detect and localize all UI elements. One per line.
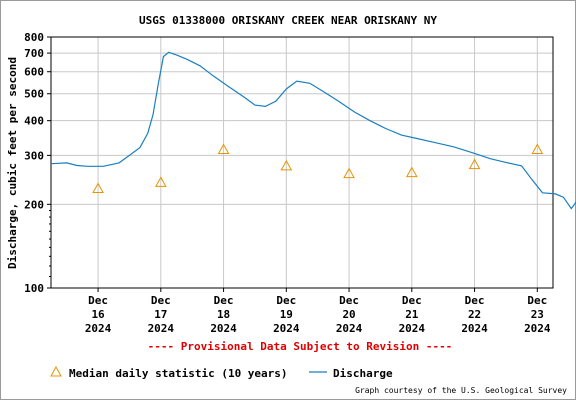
x-tick-label-23-0: Dec <box>527 294 547 307</box>
y-tick-label-400: 400 <box>24 115 44 128</box>
x-tick-label-19-0: Dec <box>276 294 296 307</box>
x-tick-label-23-2: 2024 <box>524 322 551 335</box>
x-tick-label-16-2: 2024 <box>85 322 112 335</box>
y-tick-label-800: 800 <box>24 31 44 44</box>
legend-median-triangle-icon <box>50 365 62 377</box>
median-marker <box>280 159 293 171</box>
x-tick-label-17-2: 2024 <box>148 322 175 335</box>
median-markers <box>92 143 544 194</box>
legend-median-label: Median daily statistic (10 years) <box>69 367 288 380</box>
y-tick-label-100: 100 <box>24 282 44 295</box>
series-line-discharge <box>50 51 576 210</box>
x-tick-label-18-1: 18 <box>217 308 230 321</box>
y-axis-ticks: 100 200 300 400 500 600 700 800 <box>24 31 51 295</box>
x-tick-label-22-0: Dec <box>465 294 485 307</box>
x-tick-label-21-2: 2024 <box>399 322 426 335</box>
median-marker <box>217 143 230 155</box>
legend-discharge-label: Discharge <box>333 367 393 380</box>
x-tick-label-18-2: 2024 <box>210 322 237 335</box>
x-tick-label-20-1: 20 <box>342 308 355 321</box>
chart-title: USGS 01338000 ORISKANY CREEK NEAR ORISKA… <box>139 14 437 27</box>
y-tick-label-200: 200 <box>24 198 44 211</box>
legend: Median daily statistic (10 years) Discha… <box>50 365 393 380</box>
median-marker <box>531 143 544 155</box>
median-marker <box>468 158 481 170</box>
x-axis-ticks: Dec162024Dec172024Dec182024Dec192024Dec2… <box>85 288 551 335</box>
x-tick-label-22-2: 2024 <box>461 322 488 335</box>
usgs-credit: Graph courtesy of the U.S. Geological Su… <box>355 386 567 395</box>
median-marker <box>405 166 418 178</box>
plot-frame <box>50 36 554 289</box>
y-axis-label: Discharge, cubic feet per second <box>6 57 19 269</box>
x-tick-label-21-0: Dec <box>402 294 422 307</box>
y-tick-label-700: 700 <box>24 47 44 60</box>
x-tick-label-21-1: 21 <box>405 308 419 321</box>
y-tick-label-300: 300 <box>24 149 44 162</box>
x-tick-label-22-1: 22 <box>468 308 481 321</box>
x-tick-label-20-0: Dec <box>339 294 359 307</box>
provisional-notice: ---- Provisional Data Subject to Revisio… <box>148 340 453 353</box>
x-tick-label-16-1: 16 <box>91 308 105 321</box>
x-tick-label-20-2: 2024 <box>336 322 363 335</box>
x-tick-label-16-0: Dec <box>88 294 108 307</box>
grid <box>51 37 553 288</box>
y-tick-label-600: 600 <box>24 66 44 79</box>
x-tick-label-19-1: 19 <box>280 308 293 321</box>
x-tick-label-23-1: 23 <box>531 308 544 321</box>
median-marker <box>154 176 167 187</box>
x-tick-label-17-1: 17 <box>154 308 167 321</box>
median-marker <box>343 167 355 179</box>
x-tick-label-19-2: 2024 <box>273 322 300 335</box>
x-tick-label-17-0: Dec <box>151 294 171 307</box>
y-tick-label-500: 500 <box>24 88 44 101</box>
x-tick-label-18-0: Dec <box>214 294 234 307</box>
median-marker <box>92 182 104 194</box>
